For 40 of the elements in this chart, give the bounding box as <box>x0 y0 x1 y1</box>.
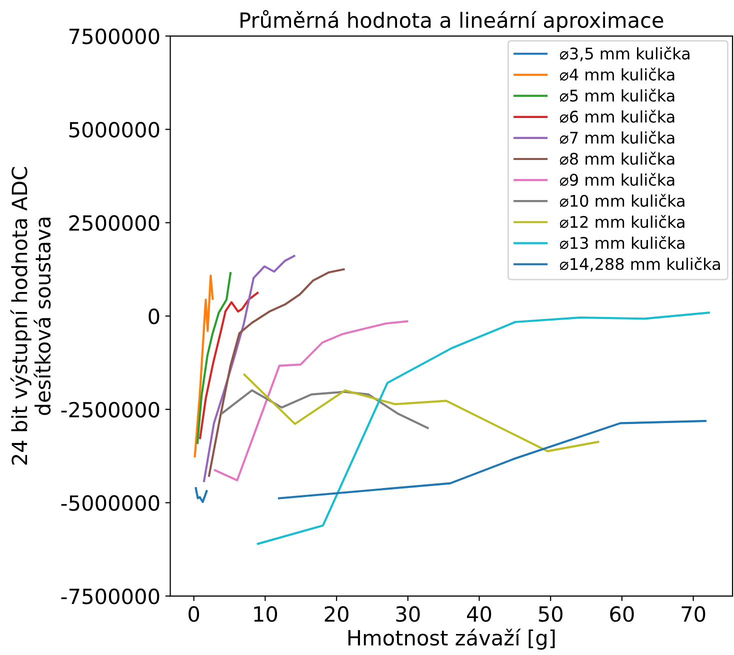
x-tick-label: 30 <box>396 606 420 622</box>
x-axis-title: Hmotnost závaží [g] <box>348 628 555 650</box>
legend-label: ⌀6 mm kulička <box>560 110 674 123</box>
x-tick-label: 60 <box>610 606 634 622</box>
y-tick-label: -7500000 <box>61 588 160 604</box>
legend-label: ⌀4 mm kulička <box>560 68 674 81</box>
legend-label: ⌀8 mm kulička <box>560 152 674 165</box>
x-tick-label: 40 <box>467 606 492 622</box>
legend-label: ⌀14,288 mm kulička <box>560 257 720 272</box>
line-series <box>256 312 710 545</box>
x-tick-label: 10 <box>254 606 278 622</box>
y-axis-title: 24 bit výstupní hodnota ADC desítková soustava <box>10 167 51 465</box>
line-series <box>202 254 296 482</box>
y-tick-label: -5000000 <box>61 495 160 511</box>
legend-label: ⌀13 mm kulička <box>560 236 684 250</box>
y-tick-label: 2500000 <box>69 215 160 231</box>
legend-label: ⌀10 mm kulička <box>560 194 684 207</box>
line-series <box>243 374 600 452</box>
line-series <box>194 274 214 458</box>
line-series <box>214 320 408 482</box>
x-tick-label: 50 <box>538 606 562 622</box>
y-tick-label: -2500000 <box>61 402 160 418</box>
line-series <box>199 292 259 440</box>
legend-label: ⌀3,5 mm kulička <box>560 46 690 62</box>
line-series <box>221 389 429 430</box>
legend-label: ⌀12 mm kulička <box>560 214 684 228</box>
y-tick-label: 7500000 <box>69 28 160 44</box>
chart-title: Průměrná hodnota a lineární aproximace <box>240 10 664 32</box>
line-series <box>208 268 345 477</box>
y-tick-label: 0 <box>148 308 160 324</box>
x-tick-label: 20 <box>324 606 348 622</box>
x-tick-label: 70 <box>682 606 706 622</box>
line-series <box>196 272 232 444</box>
line-series <box>194 487 208 504</box>
legend-label: ⌀9 mm kulička <box>560 172 674 186</box>
line-series <box>278 420 707 500</box>
legend-label: ⌀5 mm kulička <box>560 88 674 102</box>
legend-label: ⌀7 mm kulička <box>560 130 674 144</box>
x-tick-label: 0 <box>188 606 200 622</box>
y-tick-label: 5000000 <box>69 122 160 138</box>
